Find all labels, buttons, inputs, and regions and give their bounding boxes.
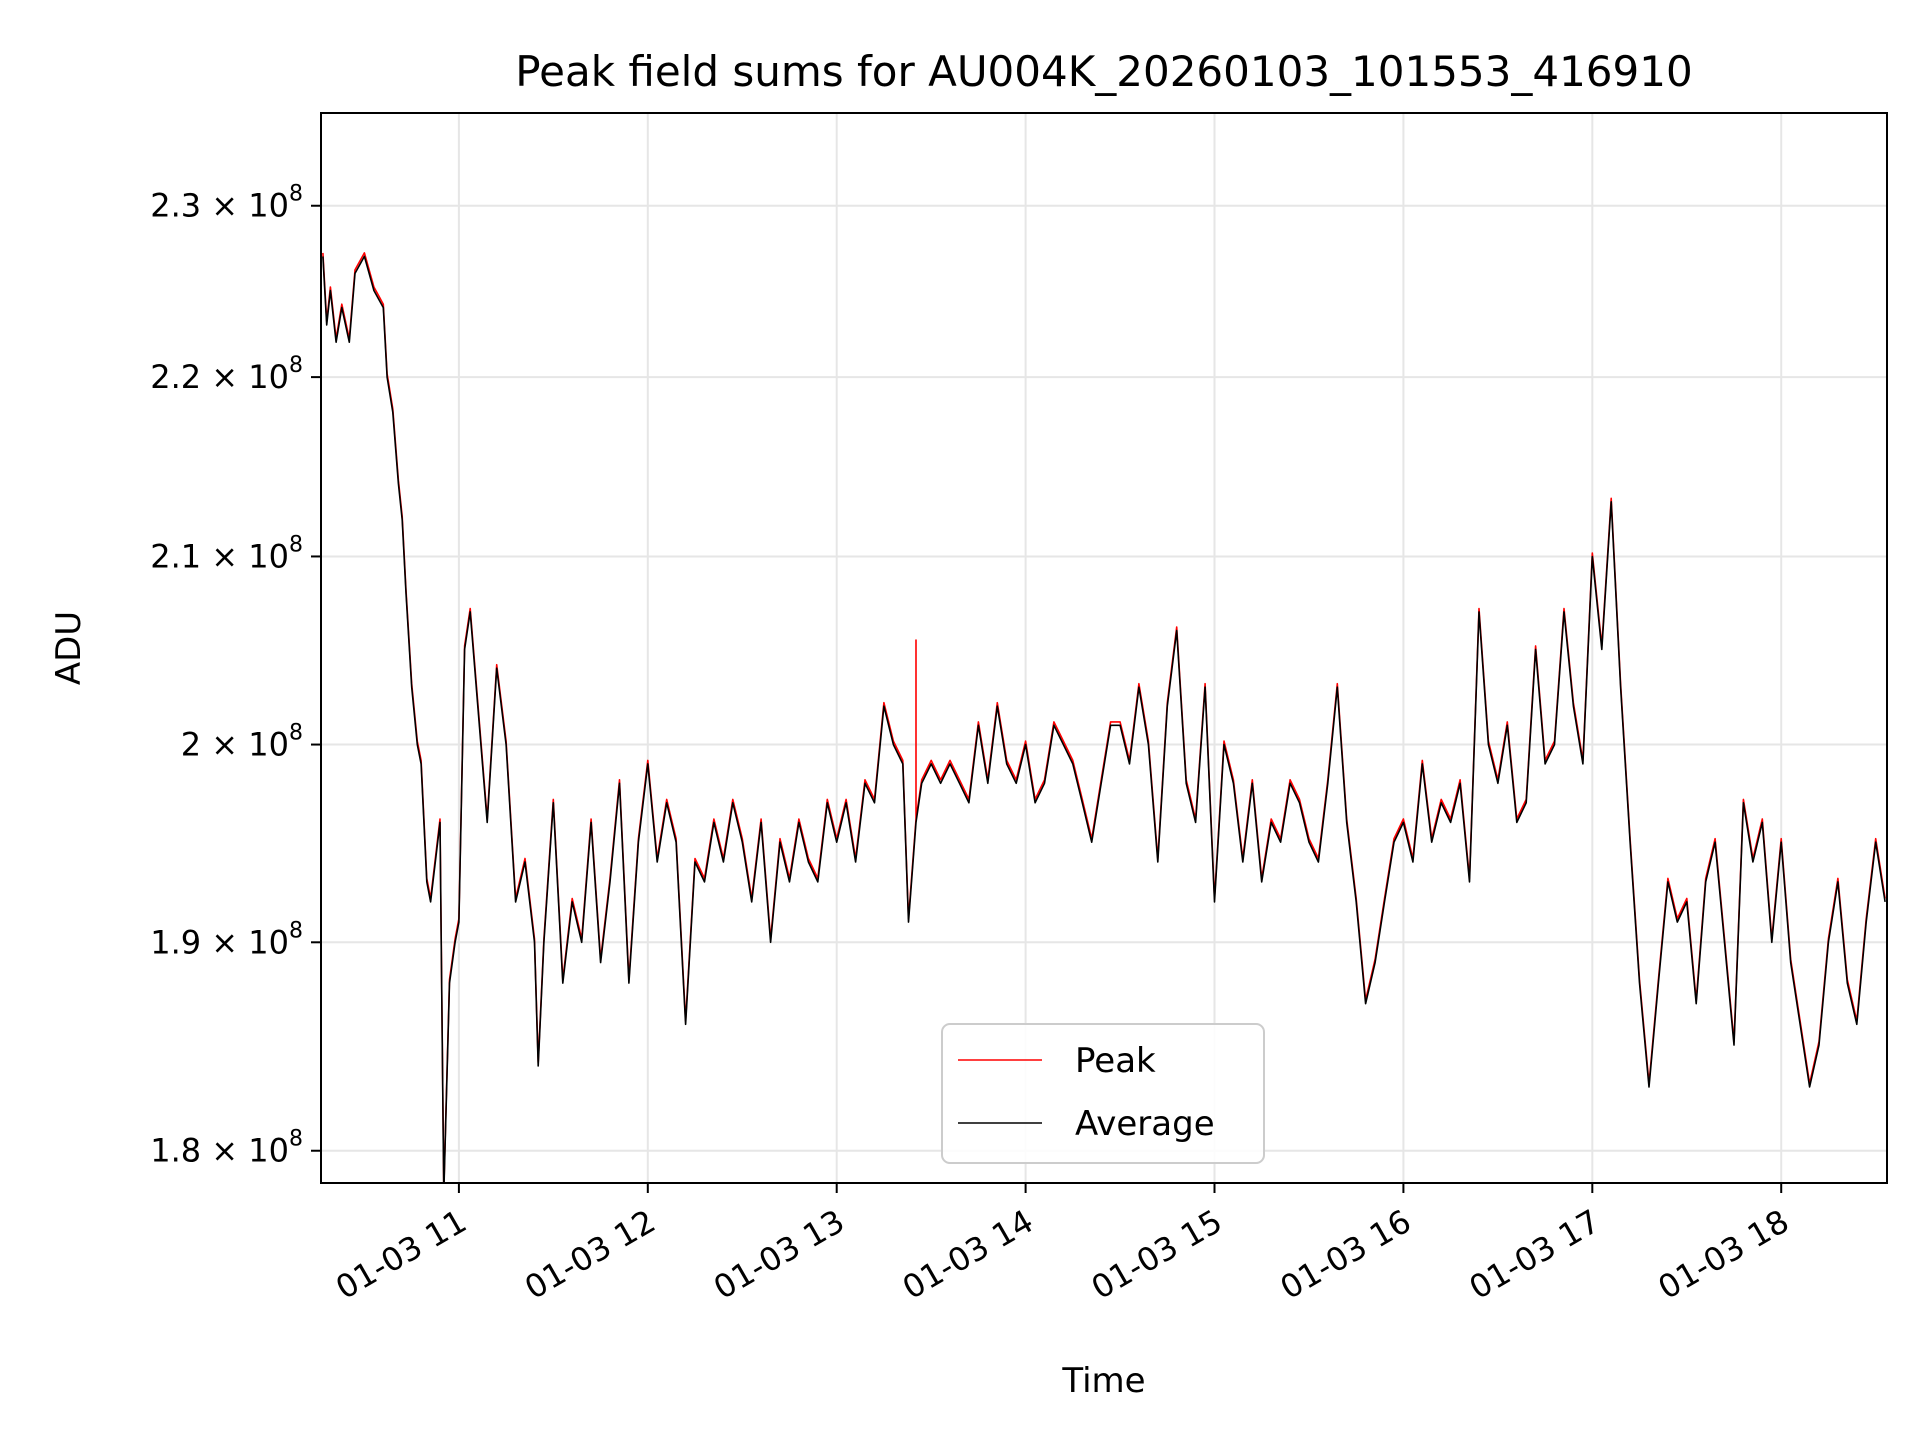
chart-title: Peak field sums for AU004K_20260103_1015… <box>515 47 1692 96</box>
legend-box <box>941 1023 1265 1164</box>
series-line-average <box>322 255 1886 1183</box>
plot-frame <box>320 112 1888 1184</box>
legend-label-peak: Peak <box>1075 1041 1156 1081</box>
legend: Peak Average <box>941 1023 1265 1164</box>
x-axis-label: Time <box>1061 1361 1145 1401</box>
y-tick-label: 2.3 × 108 <box>150 182 303 225</box>
y-tick-label: 2 × 108 <box>181 721 303 764</box>
series-group <box>322 252 1886 1183</box>
y-tick-label: 2.2 × 108 <box>150 353 303 396</box>
legend-label-average: Average <box>1075 1104 1215 1144</box>
y-tick-label: 1.8 × 108 <box>150 1127 303 1170</box>
y-axis-label: ADU <box>49 611 89 685</box>
y-tick-label: 1.9 × 108 <box>150 918 303 961</box>
y-tick-label: 2.1 × 108 <box>150 532 303 575</box>
grid <box>321 113 1887 1183</box>
y-axis: 1.8 × 108 1.9 × 108 2 × 108 2.1 × 108 2.2 × … <box>150 182 321 1170</box>
